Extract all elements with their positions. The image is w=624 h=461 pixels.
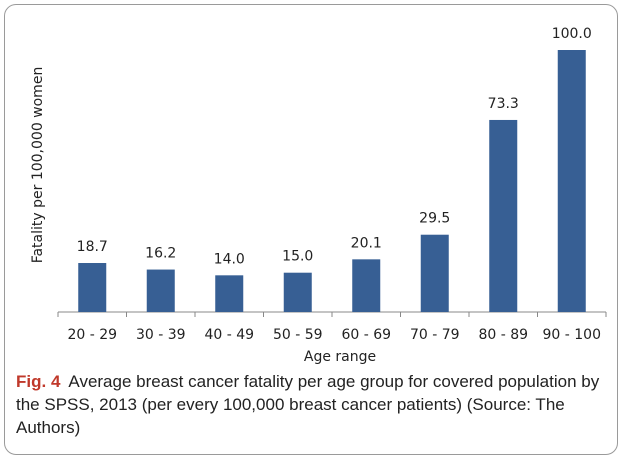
figure bbox=[4, 4, 618, 455]
x-tick-label: 30 - 39 bbox=[136, 327, 186, 343]
caption-label: Fig. 4 bbox=[16, 372, 61, 391]
data-label: 14.0 bbox=[214, 251, 245, 267]
bar bbox=[489, 119, 518, 312]
bar bbox=[215, 275, 244, 312]
data-label: 20.1 bbox=[351, 235, 382, 251]
x-tick-label: 50 - 59 bbox=[273, 327, 323, 343]
data-label: 73.3 bbox=[488, 96, 519, 112]
bar bbox=[78, 263, 107, 312]
caption: Fig. 4 Average breast cancer fatality per… bbox=[16, 370, 612, 439]
x-tick-label: 60 - 69 bbox=[341, 327, 391, 343]
x-tick-label: 80 - 89 bbox=[478, 327, 528, 343]
x-tick-label: 40 - 49 bbox=[204, 327, 254, 343]
bar bbox=[352, 259, 381, 312]
bar bbox=[146, 269, 175, 312]
bar bbox=[420, 234, 449, 312]
data-label: 100.0 bbox=[552, 26, 592, 42]
data-label: 16.2 bbox=[145, 246, 176, 262]
data-label: 15.0 bbox=[282, 249, 313, 265]
data-label: 18.7 bbox=[77, 239, 108, 255]
data-label: 29.5 bbox=[419, 211, 450, 227]
caption-text: Average breast cancer fatality per age g… bbox=[16, 372, 600, 437]
x-tick-label: 20 - 29 bbox=[67, 327, 117, 343]
y-axis-label: Fatality per 100,000 women bbox=[30, 67, 46, 264]
bar bbox=[557, 50, 586, 312]
bar bbox=[283, 272, 312, 312]
x-axis-label: Age range bbox=[304, 349, 376, 365]
x-tick-label: 70 - 79 bbox=[410, 327, 460, 343]
x-tick-label: 90 - 100 bbox=[543, 327, 602, 343]
